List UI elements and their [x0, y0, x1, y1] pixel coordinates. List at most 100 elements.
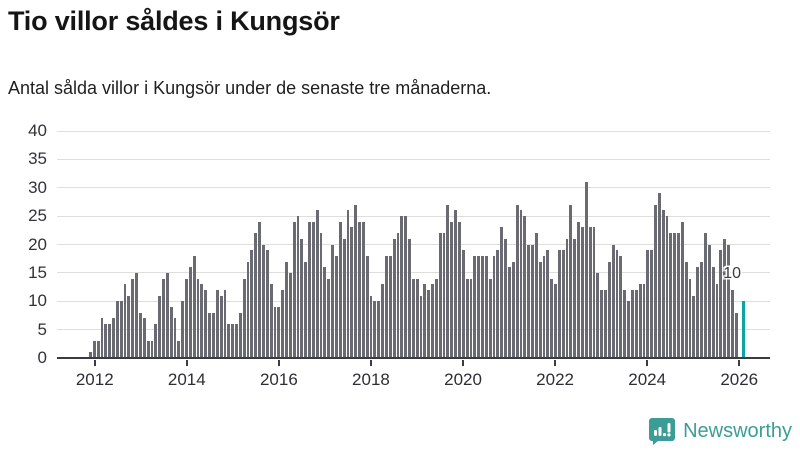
- chart-subtitle: Antal sålda villor i Kungsör under de se…: [8, 78, 492, 98]
- x-axis-label: 2022: [536, 370, 575, 389]
- bar: [338, 221, 342, 358]
- gridline: [57, 158, 770, 160]
- bar: [254, 233, 258, 358]
- bar: [577, 221, 580, 358]
- bar: [358, 221, 361, 358]
- bar: [546, 250, 550, 358]
- bar: [185, 278, 188, 358]
- bar: [550, 278, 554, 358]
- bar: [169, 306, 173, 358]
- bar: [442, 233, 446, 358]
- bar: [484, 255, 488, 358]
- bar: [181, 301, 185, 358]
- bar: [554, 284, 557, 358]
- bar: [600, 289, 604, 358]
- bar: [619, 255, 623, 358]
- bar: [212, 312, 215, 358]
- x-axis-label: 2024: [628, 370, 667, 389]
- newsworthy-brand-text: Newsworthy: [683, 419, 792, 442]
- bar: [469, 278, 473, 358]
- bar: [411, 278, 415, 358]
- bar: [173, 318, 177, 358]
- bar: [446, 204, 450, 358]
- bar: [331, 244, 334, 358]
- bar: [465, 278, 469, 358]
- bar: [154, 323, 158, 358]
- bar: [511, 261, 515, 358]
- bar: [123, 284, 127, 358]
- bar: [377, 301, 381, 358]
- x-axis-label: 2026: [720, 370, 759, 389]
- bar: [500, 227, 504, 358]
- bar: [657, 193, 661, 358]
- bar: [304, 261, 308, 358]
- bar: [565, 238, 569, 358]
- bar: [642, 284, 646, 358]
- bar: [581, 227, 584, 358]
- bar: [392, 238, 396, 358]
- x-axis-label: 2016: [259, 370, 298, 389]
- bar: [623, 289, 627, 358]
- bar: [473, 255, 477, 358]
- bar: [142, 318, 146, 358]
- bar: [246, 261, 250, 358]
- bar: [319, 233, 323, 358]
- bar: [519, 210, 523, 358]
- bar: [650, 250, 654, 358]
- x-axis-tick: [369, 360, 372, 366]
- bar: [335, 255, 338, 358]
- newsworthy-logo-icon: [649, 418, 676, 445]
- bar: [327, 278, 331, 358]
- bar: [488, 278, 492, 358]
- y-axis-label: 25: [28, 206, 47, 226]
- bar: [400, 216, 404, 358]
- bar: [408, 238, 411, 358]
- bar: [719, 250, 723, 358]
- bar: [423, 284, 427, 358]
- y-axis-label: 40: [28, 121, 47, 140]
- bar: [427, 289, 431, 358]
- x-axis-tick: [646, 360, 649, 366]
- bar: [692, 295, 696, 358]
- bar: [627, 301, 630, 358]
- bar: [300, 238, 304, 358]
- bar: [265, 250, 269, 358]
- bar: [119, 301, 123, 358]
- bar: [646, 250, 650, 358]
- bar: [561, 250, 565, 358]
- gridline: [57, 215, 770, 217]
- chart-title: Tio villor såldes i Kungsör: [8, 6, 340, 36]
- newsworthy-brand: Newsworthy: [648, 417, 792, 445]
- bar: [131, 278, 135, 358]
- bar: [496, 250, 500, 358]
- y-axis-label: 30: [28, 177, 47, 197]
- bar: [700, 261, 703, 358]
- plot-area: 10 2012 2014 2016 2018 2020 2022 2024 2026: [57, 130, 770, 389]
- bar: [454, 210, 457, 358]
- highlight-bar: [742, 301, 746, 358]
- bar: [89, 352, 92, 358]
- bar: [680, 221, 684, 358]
- y-axis-label: 15: [28, 262, 47, 282]
- bar: [373, 301, 377, 358]
- bar: [112, 318, 115, 358]
- bar: [707, 244, 711, 358]
- bar: [227, 323, 231, 358]
- bar: [104, 323, 108, 358]
- bar: [727, 244, 730, 358]
- bar: [208, 312, 211, 358]
- bar: [569, 204, 573, 358]
- bar: [127, 295, 131, 358]
- bar: [669, 233, 673, 358]
- bar: [238, 312, 242, 358]
- bar: [665, 216, 669, 358]
- bar: [481, 255, 484, 358]
- bar: [192, 255, 196, 358]
- bar: [654, 204, 657, 358]
- bar: [573, 238, 577, 358]
- bar: [458, 221, 461, 358]
- bar: [204, 289, 208, 358]
- bar: [158, 295, 162, 358]
- bar: [285, 261, 288, 358]
- bar: [258, 221, 261, 358]
